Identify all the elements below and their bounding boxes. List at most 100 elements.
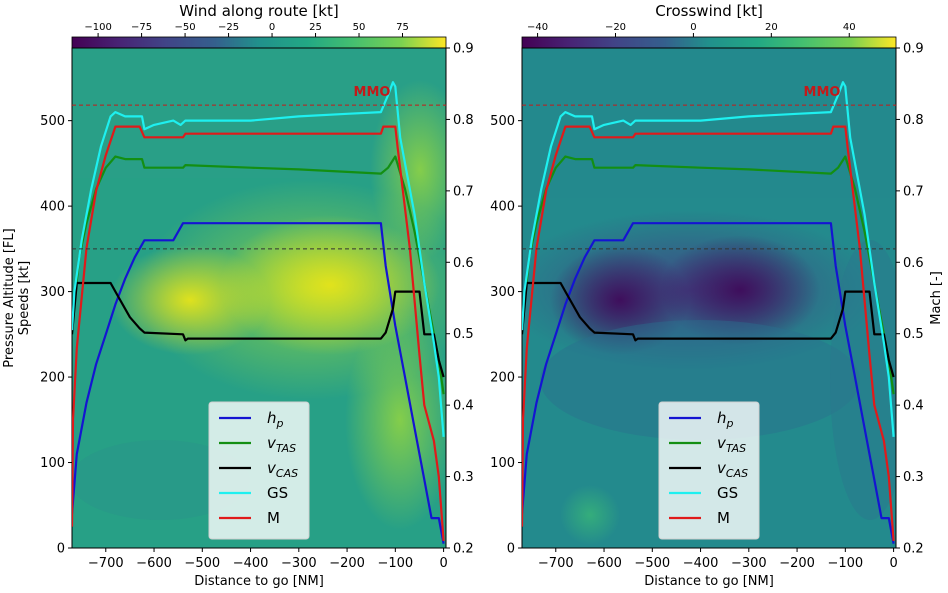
legend-label: GS bbox=[267, 484, 288, 502]
panel-crosswind: −40 −20 0 20 40 Crosswind [kt] MMO −700 −600−… bbox=[490, 2, 924, 589]
x-tick-label: −500 bbox=[184, 556, 220, 571]
series-line-0 bbox=[72, 222, 445, 544]
series-line-0 bbox=[522, 222, 895, 544]
x-tick-label: −700 bbox=[88, 556, 124, 571]
x-tick-label: −200 bbox=[779, 556, 815, 571]
series-line-3 bbox=[72, 81, 445, 437]
series-line-4 bbox=[522, 125, 895, 541]
x-tick-label: −300 bbox=[731, 556, 767, 571]
reference-lines-right bbox=[522, 104, 896, 250]
y2-tick-label: 0.2 bbox=[453, 542, 474, 557]
y-tick-label: 500 bbox=[40, 114, 65, 129]
y-tick-label: 200 bbox=[490, 371, 515, 386]
y2-tick-label: 0.6 bbox=[903, 256, 924, 271]
colorbar-tick-label: −20 bbox=[605, 22, 626, 33]
mmo-label-right: MMO bbox=[804, 85, 841, 100]
y2-tick-label: 0.3 bbox=[453, 470, 474, 485]
series-line-4 bbox=[72, 125, 445, 541]
x-ticks-right: −700 −600 −500 −400 −300 −200 −100 0 bbox=[538, 548, 898, 571]
y2-tick-label: 0.9 bbox=[903, 42, 924, 57]
x-tick-label: −400 bbox=[683, 556, 719, 571]
y-tick-label: 200 bbox=[40, 371, 65, 386]
panel-wind-along-route: −100 −75 −50 −25 0 25 50 75 Wind along route [k… bbox=[40, 2, 474, 589]
colorbar-tick-label: −40 bbox=[527, 22, 548, 33]
y2-tick-label: 0.4 bbox=[453, 399, 474, 414]
colorbar-ticks-right: −40 −20 0 20 40 bbox=[527, 22, 856, 37]
y-tick-label: 300 bbox=[40, 285, 65, 300]
reference-lines-left bbox=[72, 104, 446, 250]
y-ticks-left: 0 100 200 300 400 500 bbox=[40, 114, 72, 557]
x-tick-label: −300 bbox=[281, 556, 317, 571]
legend-label: M bbox=[267, 509, 280, 527]
legend-label: vCAS bbox=[267, 459, 298, 480]
y2-ticks-left: 0.2 0.3 0.4 0.5 0.6 0.7 0.8 0.9 bbox=[446, 42, 474, 557]
y-tick-label: 300 bbox=[490, 285, 515, 300]
colorbar-title-right: Crosswind [kt] bbox=[655, 2, 763, 20]
colorbar-right bbox=[521, 36, 897, 49]
y-tick-label: 0 bbox=[57, 542, 65, 557]
x-tick-label: −600 bbox=[586, 556, 622, 571]
x-axis-label-right: Distance to go [NM] bbox=[644, 574, 774, 589]
y2-tick-label: 0.3 bbox=[903, 470, 924, 485]
legend-label: vTAS bbox=[267, 434, 296, 455]
plot-area-left bbox=[71, 47, 447, 549]
x-tick-label: 0 bbox=[889, 556, 897, 571]
x-tick-label: 0 bbox=[439, 556, 447, 571]
y-ticks-right: 0 100 200 300 400 500 bbox=[490, 114, 522, 557]
legend-label: vCAS bbox=[717, 459, 748, 480]
colorbar-tick-label: 40 bbox=[843, 22, 856, 33]
colorbar-tick-label: −100 bbox=[84, 22, 111, 33]
x-tick-label: −600 bbox=[136, 556, 172, 571]
y-axis-label-speeds: Speeds [kt] bbox=[17, 261, 32, 335]
legend-label: hp bbox=[267, 409, 284, 430]
colorbar-tick-label: 50 bbox=[353, 22, 366, 33]
y-axis-label-altitude: Pressure Altitude [FL] bbox=[2, 228, 17, 367]
y-tick-label: 100 bbox=[40, 456, 65, 471]
y-tick-label: 400 bbox=[40, 200, 65, 215]
colorbar-title-left: Wind along route [kt] bbox=[179, 2, 338, 20]
series-line-3 bbox=[522, 81, 895, 437]
x-tick-label: −700 bbox=[538, 556, 574, 571]
mmo-label-left: MMO bbox=[354, 85, 391, 100]
x-tick-label: −500 bbox=[634, 556, 670, 571]
y-tick-label: 0 bbox=[507, 542, 515, 557]
y2-tick-label: 0.6 bbox=[453, 256, 474, 271]
y2-tick-label: 0.8 bbox=[453, 113, 474, 128]
colorbar-tick-label: −50 bbox=[175, 22, 196, 33]
x-axis-label-left: Distance to go [NM] bbox=[194, 574, 324, 589]
series-line-2 bbox=[522, 281, 895, 378]
colorbar-tick-label: 0 bbox=[269, 22, 275, 33]
legend-label: vTAS bbox=[717, 434, 746, 455]
x-tick-label: −200 bbox=[329, 556, 365, 571]
colorbar-tick-label: 20 bbox=[765, 22, 778, 33]
y2-tick-label: 0.5 bbox=[453, 327, 474, 342]
legend-left: hp vTAS vCAS GS M bbox=[208, 401, 310, 540]
colorbar-left bbox=[71, 36, 447, 49]
y2-tick-label: 0.2 bbox=[903, 542, 924, 557]
y2-tick-label: 0.4 bbox=[903, 399, 924, 414]
legend-label: M bbox=[717, 509, 730, 527]
y2-tick-label: 0.7 bbox=[903, 184, 924, 199]
colorbar-tick-label: 25 bbox=[309, 22, 322, 33]
colorbar-tick-label: −25 bbox=[218, 22, 239, 33]
colorbar-tick-label: 75 bbox=[396, 22, 409, 33]
x-ticks-left: −700 −600 −500 −400 −300 −200 −100 0 bbox=[88, 548, 448, 571]
colorbar-ticks-left: −100 −75 −50 −25 0 25 50 75 bbox=[84, 22, 409, 37]
y2-tick-label: 0.9 bbox=[453, 42, 474, 57]
y2-axis-label-mach: Mach [-] bbox=[929, 271, 944, 325]
y2-tick-label: 0.5 bbox=[903, 327, 924, 342]
colorbar-tick-label: −75 bbox=[131, 22, 152, 33]
legend-label: hp bbox=[717, 409, 734, 430]
legend-right: hp vTAS vCAS GS M bbox=[658, 401, 760, 540]
legend-label: GS bbox=[717, 484, 738, 502]
x-tick-label: −100 bbox=[377, 556, 413, 571]
y-tick-label: 500 bbox=[490, 114, 515, 129]
x-tick-label: −100 bbox=[827, 556, 863, 571]
y2-ticks-right: 0.2 0.3 0.4 0.5 0.6 0.7 0.8 0.9 bbox=[896, 42, 924, 557]
y-tick-label: 400 bbox=[490, 200, 515, 215]
y-tick-label: 100 bbox=[490, 456, 515, 471]
y2-tick-label: 0.7 bbox=[453, 184, 474, 199]
x-tick-label: −400 bbox=[233, 556, 269, 571]
series-line-2 bbox=[72, 281, 445, 378]
